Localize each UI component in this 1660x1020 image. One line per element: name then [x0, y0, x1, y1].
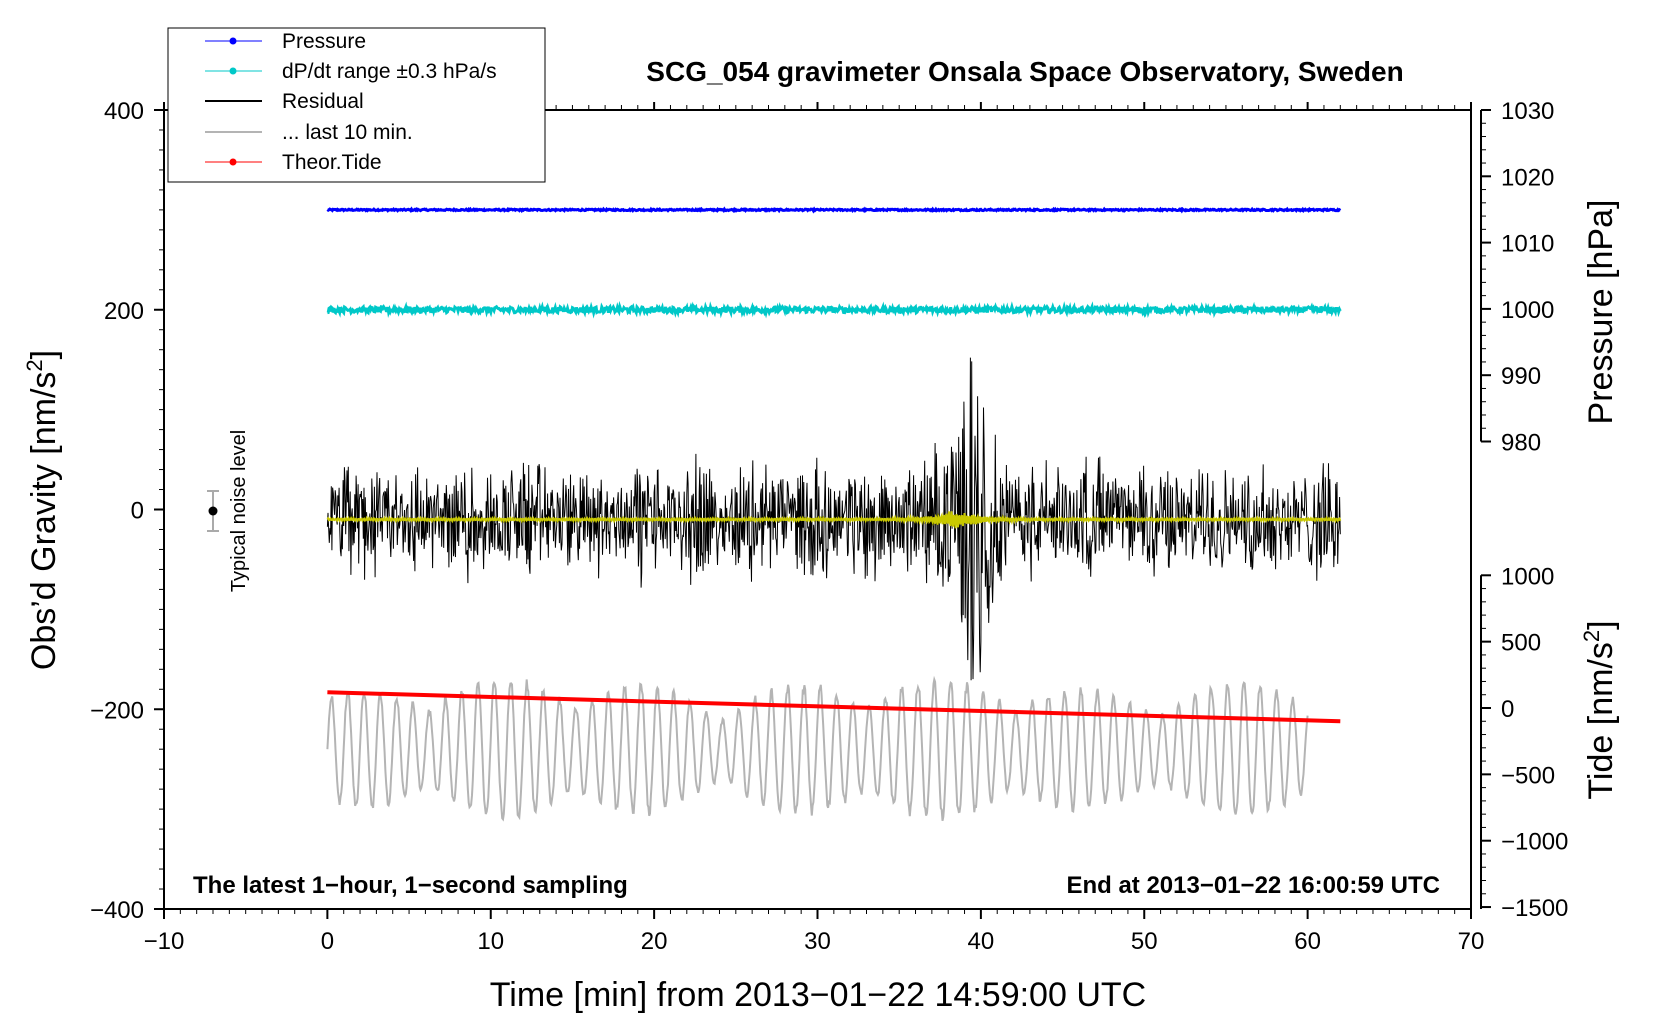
legend-marker-tide	[229, 158, 237, 166]
legend-label-tide: Theor.Tide	[282, 151, 382, 174]
y-tick-label-pressure-5: 980	[1501, 430, 1541, 457]
y-tick-label-left-1: 200	[104, 298, 144, 325]
x-tick-label-4: 30	[804, 928, 831, 955]
y-axis-title-left: Obs’d Gravity [nm/s2]	[22, 350, 63, 670]
legend-entry-tide: Theor.Tide	[205, 151, 382, 174]
y-axis-title-tide: Tide [nm/s2]	[1579, 620, 1620, 799]
x-tick-label-8: 70	[1458, 928, 1485, 955]
annotation-end-time: End at 2013−01−22 16:00:59 UTC	[1066, 872, 1440, 899]
y-axis-title-left-main: Obs’d Gravity [nm/s	[25, 372, 63, 671]
ticks-layer: −10 0 10 20 30 40 50 60 704002000−200−4001030102…	[90, 98, 1568, 955]
x-tick-label-6: 50	[1131, 928, 1158, 955]
series-last-10-min	[326, 675, 1309, 822]
legend-label-dpdt: dP/dt range ±0.3 hPa/s	[282, 60, 497, 83]
y-tick-label-left-2: 0	[131, 498, 144, 525]
y-axis-title-tide-end: ]	[1582, 620, 1620, 629]
legend-entry-pressure: Pressure	[205, 30, 366, 53]
series-layer	[326, 206, 1342, 822]
annotation-sampling: The latest 1−hour, 1−second sampling	[193, 872, 628, 899]
y-tick-label-pressure-4: 990	[1501, 363, 1541, 390]
legend-marker-pressure	[229, 37, 237, 45]
noise-level-marker: Typical noise level	[207, 430, 250, 592]
legend: Pressure dP/dt range ±0.3 hPa/s Residual…	[167, 27, 546, 183]
y-tick-label-pressure-1: 1020	[1501, 164, 1554, 191]
noise-level-label: Typical noise level	[228, 430, 250, 592]
y-tick-label-left-3: −200	[90, 697, 144, 724]
series-pressure	[326, 206, 1342, 214]
legend-marker-dpdt	[229, 67, 237, 75]
x-tick-label-1: 0	[321, 928, 334, 955]
y-axis-title-tide-main: Tide [nm/s	[1582, 642, 1620, 799]
y-tick-label-tide-2: 0	[1501, 696, 1514, 723]
y-axis-title-tide-sup: 2	[1579, 630, 1604, 642]
legend-box	[167, 27, 546, 183]
y-tick-label-tide-3: −500	[1501, 762, 1555, 789]
noise-dot	[208, 506, 218, 516]
y-tick-label-tide-5: −1500	[1501, 895, 1568, 922]
y-tick-label-left-0: 400	[104, 98, 144, 125]
y-tick-label-pressure-2: 1010	[1501, 231, 1554, 258]
legend-label-last10: ... last 10 min.	[282, 121, 413, 144]
x-tick-label-0: −10	[144, 928, 185, 955]
y-tick-label-tide-0: 1000	[1501, 563, 1554, 590]
y-axis-title-left-sup: 2	[22, 359, 47, 371]
x-axis-title: Time [min] from 2013−01−22 14:59:00 UTC	[490, 976, 1146, 1014]
x-tick-label-2: 10	[477, 928, 504, 955]
legend-entry-last10: ... last 10 min.	[205, 121, 413, 144]
x-tick-label-5: 40	[968, 928, 995, 955]
chart-title: SCG_054 gravimeter Onsala Space Observat…	[646, 56, 1403, 87]
series-theor-tide	[327, 690, 1341, 724]
legend-entry-residual: Residual	[205, 90, 364, 113]
legend-entry-dpdt: dP/dt range ±0.3 hPa/s	[205, 60, 497, 83]
series-residual	[326, 357, 1341, 681]
y-tick-label-pressure-0: 1030	[1501, 98, 1554, 125]
series-residual-smoothed	[326, 511, 1342, 529]
x-tick-label-7: 60	[1294, 928, 1321, 955]
y-tick-label-left-4: −400	[90, 897, 144, 924]
y-axis-title-pressure: Pressure [hPa]	[1582, 200, 1620, 425]
y-tick-label-tide-4: −1000	[1501, 829, 1568, 856]
series-dpdt	[326, 300, 1342, 319]
legend-label-pressure: Pressure	[282, 30, 366, 53]
y-axis-title-left-end: ]	[25, 350, 63, 359]
x-tick-label-3: 20	[641, 928, 668, 955]
y-tick-label-tide-1: 500	[1501, 630, 1541, 657]
legend-label-residual: Residual	[282, 90, 364, 113]
y-tick-label-pressure-3: 1000	[1501, 297, 1554, 324]
